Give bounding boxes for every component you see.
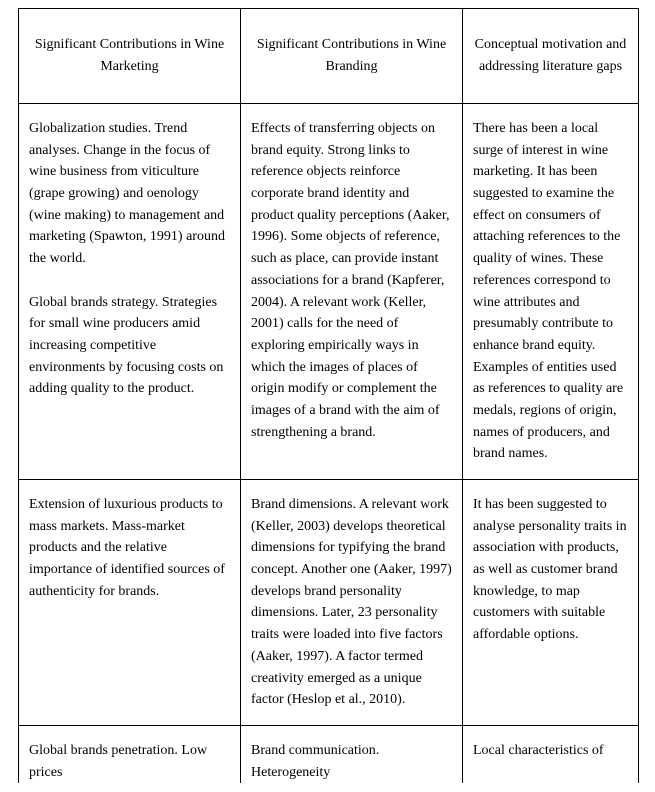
cell-marketing: Global brands penetration. Low prices <box>19 725 241 783</box>
literature-table: Significant Contributions in Wine Market… <box>18 8 639 783</box>
cell-conceptual: Local characteristics of <box>463 725 639 783</box>
col-header-marketing: Significant Contributions in Wine Market… <box>19 9 241 104</box>
cell-marketing: Extension of luxurious products to mass … <box>19 480 241 726</box>
cell-branding: Brand dimensions. A relevant work (Kelle… <box>241 480 463 726</box>
col-header-conceptual: Conceptual motivation and addressing lit… <box>463 9 639 104</box>
table-header-row: Significant Contributions in Wine Market… <box>19 9 639 104</box>
cell-branding: Brand communication. Heterogeneity <box>241 725 463 783</box>
cell-paragraph: Globalization studies. Trend analyses. C… <box>29 118 230 270</box>
cell-paragraph: Global brands strategy. Strategies for s… <box>29 292 230 400</box>
cell-conceptual: There has been a local surge of interest… <box>463 104 639 480</box>
cell-conceptual: It has been suggested to analyse persona… <box>463 480 639 726</box>
cell-branding: Effects of transferring objects on brand… <box>241 104 463 480</box>
col-header-branding: Significant Contributions in Wine Brandi… <box>241 9 463 104</box>
table-row: Globalization studies. Trend analyses. C… <box>19 104 639 480</box>
cell-marketing: Globalization studies. Trend analyses. C… <box>19 104 241 480</box>
table-row: Global brands penetration. Low prices Br… <box>19 725 639 783</box>
table-row: Extension of luxurious products to mass … <box>19 480 639 726</box>
